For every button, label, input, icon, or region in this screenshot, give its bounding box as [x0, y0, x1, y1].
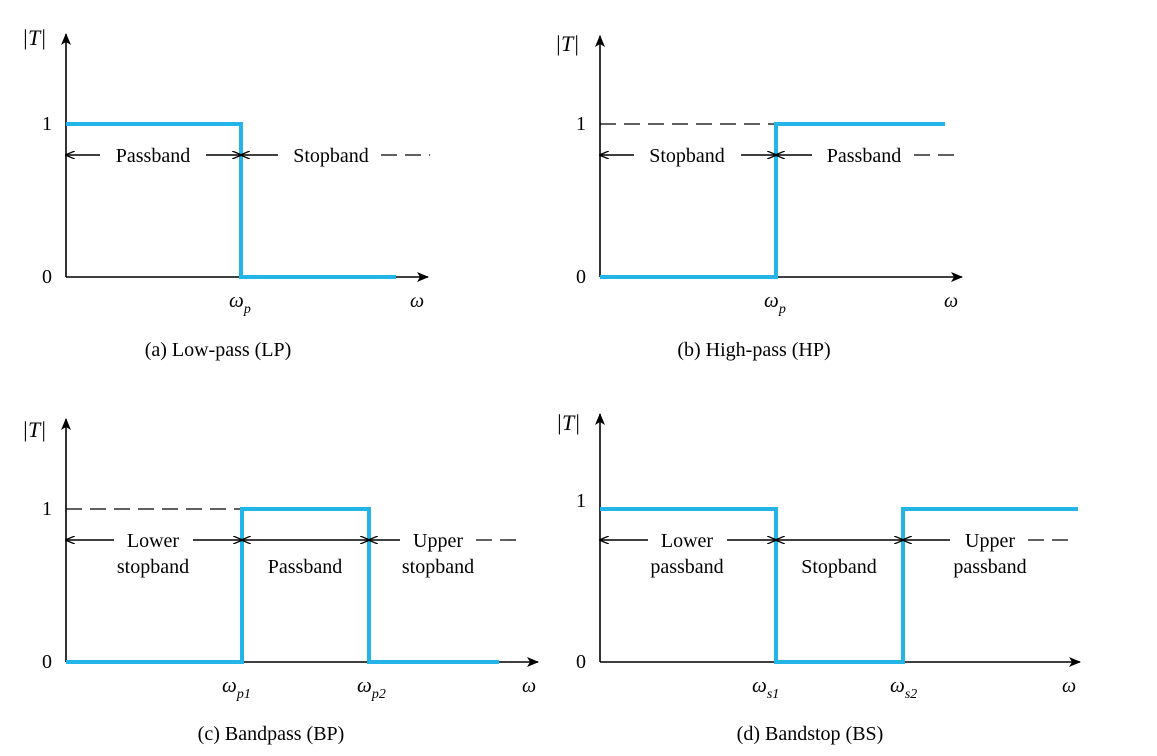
lowpass-response-curve	[66, 122, 396, 279]
panel-bandpass: |T| 1 0 ω ωp1 ωp2 Lower stopband Passban…	[22, 417, 539, 745]
tick-one: 1	[576, 490, 586, 512]
edge-ws2: ωs2	[890, 673, 917, 702]
caption: (b) High-pass (HP)	[677, 339, 830, 361]
highpass-response-curve	[600, 122, 945, 279]
band-passband: Passband	[827, 145, 901, 167]
edge-wp: ωp	[764, 288, 786, 317]
band-stopband: Stopband	[801, 556, 877, 578]
x-axis-label: ω	[410, 290, 424, 312]
band-upper-stopband-line2: stopband	[402, 556, 474, 578]
panel-bandstop: |T| 1 0 ω ωs1 ωs2 Lower passband Stopban…	[556, 410, 1081, 745]
caption: (c) Bandpass (BP)	[198, 723, 345, 745]
panel-highpass: |T| 1 0 ω ωp Stopband Passband (b) High-…	[555, 31, 963, 361]
band-passband: Passband	[116, 145, 190, 167]
y-axis-label: |T|	[556, 410, 580, 435]
bandstop-response-curve	[600, 507, 1078, 664]
band-stopband: Stopband	[293, 145, 369, 167]
edge-wp: ωp	[229, 288, 251, 317]
band-upper-stopband-line1: Upper	[413, 530, 463, 552]
band-lower-passband-line2: passband	[650, 556, 723, 578]
tick-zero: 0	[576, 651, 586, 673]
band-lower-passband-line1: Lower	[661, 530, 714, 552]
band-lower-stopband-line2: stopband	[117, 556, 189, 578]
band-passband: Passband	[268, 556, 342, 578]
edge-wp1: ωp1	[222, 673, 251, 702]
tick-zero: 0	[42, 651, 52, 673]
tick-one: 1	[42, 498, 52, 520]
band-stopband: Stopband	[649, 145, 725, 167]
bandpass-response-curve	[66, 507, 499, 664]
tick-zero: 0	[42, 266, 52, 288]
panel-lowpass: |T| 1 0 ω ωp Passband Stopband (a) Low-p…	[22, 25, 430, 361]
edge-ws1: ωs1	[752, 673, 779, 702]
edge-wp2: ωp2	[357, 673, 386, 702]
x-axis-label: ω	[1062, 675, 1076, 697]
band-upper-passband-line1: Upper	[965, 530, 1015, 552]
band-upper-passband-line2: passband	[953, 556, 1026, 578]
x-axis-label: ω	[944, 290, 958, 312]
caption: (a) Low-pass (LP)	[145, 339, 292, 361]
y-axis-label: |T|	[22, 25, 46, 50]
tick-one: 1	[42, 113, 52, 135]
y-axis-label: |T|	[22, 417, 46, 442]
x-axis-label: ω	[522, 675, 536, 697]
tick-one: 1	[576, 113, 586, 135]
y-axis-label: |T|	[555, 31, 579, 56]
tick-zero: 0	[576, 266, 586, 288]
caption: (d) Bandstop (BS)	[737, 723, 884, 745]
band-lower-stopband-line1: Lower	[127, 530, 180, 552]
